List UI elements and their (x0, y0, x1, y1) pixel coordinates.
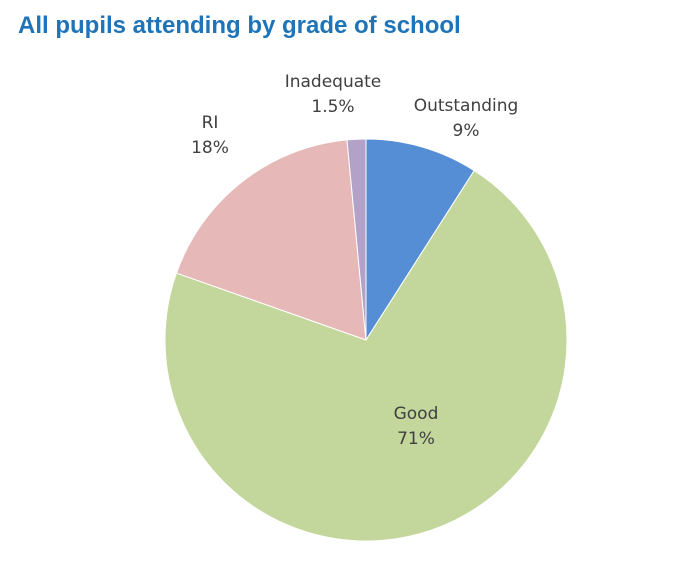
slice-label-ri: RI (202, 113, 219, 133)
slice-label-outstanding: Outstanding (414, 96, 519, 116)
pie-slice-good (164, 169, 568, 542)
slice-value-ri: 18% (191, 138, 229, 158)
slice-label-good: Good (394, 404, 439, 424)
pie-slice-ri (175, 139, 367, 341)
pie-slices (164, 138, 568, 542)
slice-value-inadequate: 1.5% (311, 97, 354, 117)
pie-labels: Outstanding 9% Good 71% RI 18% Inadequate 1.5% (191, 72, 518, 449)
slice-value-outstanding: 9% (453, 121, 480, 141)
slice-value-good: 71% (397, 429, 435, 449)
slice-label-inadequate: Inadequate (285, 72, 382, 92)
pie-slice-inadequate (346, 138, 367, 341)
chart-title: All pupils attending by grade of school (18, 12, 461, 39)
pie-slice-outstanding (365, 138, 475, 342)
